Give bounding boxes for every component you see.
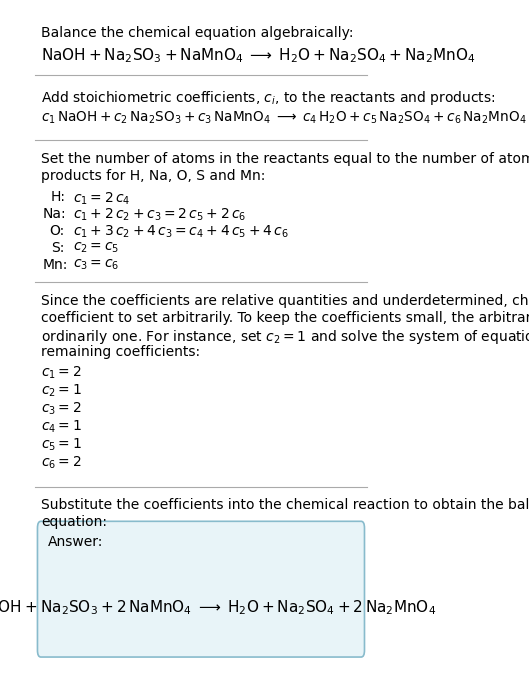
- Text: O:: O:: [49, 224, 64, 238]
- Text: $c_1 + 2\,c_2 + c_3 = 2\,c_5 + 2\,c_6$: $c_1 + 2\,c_2 + c_3 = 2\,c_5 + 2\,c_6$: [73, 207, 247, 223]
- Text: ordinarily one. For instance, set $c_2 = 1$ and solve the system of equations fo: ordinarily one. For instance, set $c_2 =…: [41, 328, 529, 346]
- Text: Na:: Na:: [43, 207, 67, 221]
- Text: $c_5 = 1$: $c_5 = 1$: [41, 436, 81, 453]
- Text: equation:: equation:: [41, 515, 107, 529]
- Text: products for H, Na, O, S and Mn:: products for H, Na, O, S and Mn:: [41, 169, 265, 183]
- Text: $c_2 = 1$: $c_2 = 1$: [41, 383, 81, 399]
- Text: $c_6 = 2$: $c_6 = 2$: [41, 455, 81, 471]
- Text: $c_3 = 2$: $c_3 = 2$: [41, 401, 81, 417]
- Text: S:: S:: [51, 241, 64, 255]
- Text: remaining coefficients:: remaining coefficients:: [41, 345, 200, 359]
- Text: $2\,\mathrm{NaOH + Na_2SO_3} + 2\,\mathrm{NaMnO_4} \;\longrightarrow\; \mathrm{H: $2\,\mathrm{NaOH + Na_2SO_3} + 2\,\mathr…: [0, 598, 436, 617]
- Text: coefficient to set arbitrarily. To keep the coefficients small, the arbitrary va: coefficient to set arbitrarily. To keep …: [41, 311, 529, 325]
- Text: H:: H:: [51, 190, 66, 204]
- Text: $c_1\,\mathrm{NaOH} + c_2\,\mathrm{Na_2SO_3} + c_3\,\mathrm{NaMnO_4} \;\longrigh: $c_1\,\mathrm{NaOH} + c_2\,\mathrm{Na_2S…: [41, 109, 526, 126]
- Text: $c_3 = c_6$: $c_3 = c_6$: [73, 258, 120, 272]
- Text: Add stoichiometric coefficients, $c_i$, to the reactants and products:: Add stoichiometric coefficients, $c_i$, …: [41, 89, 496, 107]
- Text: Since the coefficients are relative quantities and underdetermined, choose a: Since the coefficients are relative quan…: [41, 294, 529, 308]
- Text: Answer:: Answer:: [48, 535, 104, 549]
- Text: $c_1 = 2\,c_4$: $c_1 = 2\,c_4$: [73, 190, 131, 207]
- Text: $c_2 = c_5$: $c_2 = c_5$: [73, 241, 120, 256]
- Text: $c_1 = 2$: $c_1 = 2$: [41, 365, 81, 381]
- Text: $c_1 + 3\,c_2 + 4\,c_3 = c_4 + 4\,c_5 + 4\,c_6$: $c_1 + 3\,c_2 + 4\,c_3 = c_4 + 4\,c_5 + …: [73, 224, 289, 240]
- Text: $c_4 = 1$: $c_4 = 1$: [41, 418, 81, 435]
- Text: Substitute the coefficients into the chemical reaction to obtain the balanced: Substitute the coefficients into the che…: [41, 498, 529, 513]
- Text: Mn:: Mn:: [43, 258, 68, 272]
- Text: Set the number of atoms in the reactants equal to the number of atoms in the: Set the number of atoms in the reactants…: [41, 152, 529, 166]
- Text: Balance the chemical equation algebraically:: Balance the chemical equation algebraica…: [41, 26, 353, 40]
- FancyBboxPatch shape: [38, 521, 364, 657]
- Text: $\mathrm{NaOH + Na_2SO_3 + NaMnO_4} \;\longrightarrow\; \mathrm{H_2O + Na_2SO_4 : $\mathrm{NaOH + Na_2SO_3 + NaMnO_4} \;\l…: [41, 46, 476, 65]
